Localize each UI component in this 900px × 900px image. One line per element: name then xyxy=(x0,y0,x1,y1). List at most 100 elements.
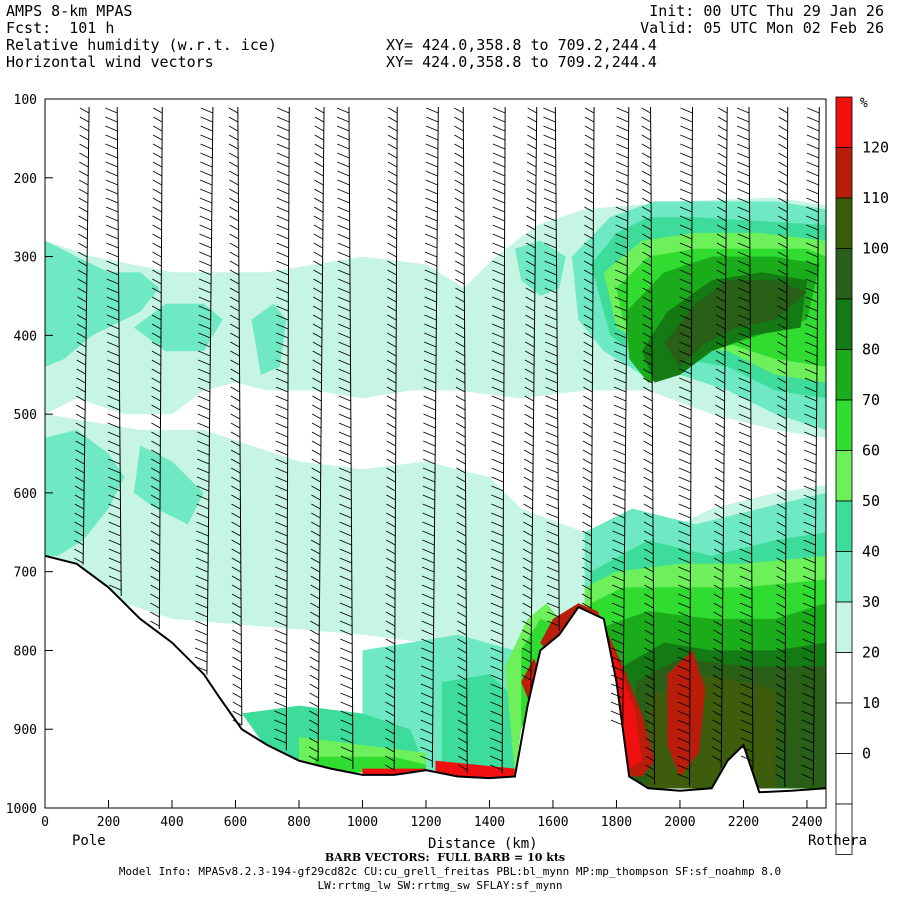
barb-flag xyxy=(546,530,559,537)
barb-flag xyxy=(713,602,723,609)
barb-flag xyxy=(490,683,503,690)
barb-flag xyxy=(492,134,506,141)
barb-flag xyxy=(385,665,395,672)
barb-flag xyxy=(527,134,537,141)
barb-flag xyxy=(152,278,162,285)
barb-flag xyxy=(544,215,557,222)
barb-flag xyxy=(310,557,321,564)
barb-flag xyxy=(678,503,691,510)
barb-flag xyxy=(228,152,239,159)
barb-flag xyxy=(197,422,210,429)
barb-flag xyxy=(716,278,726,285)
barb-flag xyxy=(491,440,504,447)
barb-flag xyxy=(196,548,209,555)
barb-flag xyxy=(421,647,434,654)
barb-flag xyxy=(230,332,240,339)
barb-flag xyxy=(108,557,122,564)
barb-flag xyxy=(340,710,353,717)
barb-flag xyxy=(712,746,722,753)
barb-flag xyxy=(738,350,751,357)
barb-flag xyxy=(740,755,754,762)
colorbar-level-label: 110 xyxy=(862,189,889,207)
barb-flag xyxy=(526,242,536,249)
barb-flag xyxy=(108,539,121,546)
barb-flag xyxy=(522,602,532,609)
barb-flag xyxy=(717,125,728,132)
barb-flag xyxy=(152,152,163,159)
barb-flag xyxy=(490,584,504,591)
barb-flag xyxy=(740,674,753,681)
barb-flag xyxy=(644,647,654,654)
barb-flag xyxy=(386,368,397,375)
barb-flag xyxy=(79,107,90,114)
barb-flag xyxy=(275,386,289,393)
barb-flag xyxy=(387,260,397,267)
barb-flag xyxy=(525,260,536,267)
barb-flag xyxy=(340,755,354,762)
barb-flag xyxy=(309,737,319,744)
barb-flag xyxy=(229,242,239,249)
barb-flag xyxy=(713,593,723,600)
barb-flag xyxy=(231,557,241,564)
barb-flag xyxy=(310,548,321,555)
barb-flag xyxy=(775,728,786,735)
barb-flag xyxy=(152,170,163,177)
barb-flag xyxy=(775,719,786,726)
barb-flag xyxy=(641,206,652,213)
barb-flag xyxy=(613,377,627,384)
barb-flag xyxy=(107,395,120,402)
barb-flag xyxy=(584,197,594,204)
barb-flag xyxy=(546,476,559,483)
barb-flag xyxy=(77,305,87,312)
barb-flag xyxy=(387,296,397,303)
barb-flag xyxy=(455,260,465,267)
barb-flag xyxy=(200,170,213,177)
barb-flag xyxy=(805,242,819,249)
barb-flag xyxy=(274,566,288,573)
barb-flag xyxy=(275,395,289,402)
barb-flag xyxy=(679,314,692,321)
barb-flag xyxy=(803,521,816,528)
barb-flag xyxy=(229,251,240,258)
barb-flag xyxy=(311,467,321,474)
barb-flag xyxy=(714,449,725,456)
barb-flag xyxy=(455,287,465,294)
barb-flag xyxy=(387,287,397,294)
barb-flag xyxy=(642,287,652,294)
barb-flag xyxy=(804,395,817,402)
colorbar-box xyxy=(835,147,853,199)
barb-flag xyxy=(312,314,323,321)
barb-flag xyxy=(422,548,435,555)
barb-flag xyxy=(387,305,397,312)
header-left: AMPS 8-km MPAS Fcst: 101 h Relative humi… xyxy=(6,3,277,71)
barb-flag xyxy=(775,755,786,762)
barb-flag xyxy=(106,323,120,330)
barb-flag xyxy=(337,278,351,285)
barb-flag xyxy=(777,359,787,366)
barb-flag xyxy=(805,278,818,285)
barb-flag xyxy=(677,728,690,735)
barb-flag xyxy=(643,458,653,465)
barb-flag xyxy=(740,719,753,726)
barb-flag xyxy=(425,170,438,177)
barb-flag xyxy=(152,143,163,150)
colorbar-box xyxy=(835,197,853,249)
barb-flag xyxy=(79,161,89,168)
barb-flag xyxy=(425,224,438,231)
y-tick-label: 1000 xyxy=(6,802,37,817)
barb-flag xyxy=(230,449,241,456)
barb-flag xyxy=(232,674,242,681)
barb-flag xyxy=(613,467,626,474)
rh-contour-c50 xyxy=(441,674,515,777)
barb-flag xyxy=(740,692,753,699)
barb-flag xyxy=(678,548,691,555)
barb-flag xyxy=(644,593,654,600)
barb-flag xyxy=(677,737,690,744)
barb-flag xyxy=(386,395,397,402)
barb-flag xyxy=(717,188,727,195)
barb-flag xyxy=(642,215,652,222)
barb-flag xyxy=(308,755,319,762)
barb-flag xyxy=(643,476,653,483)
barb-flag xyxy=(386,512,396,519)
barb-column xyxy=(610,106,630,726)
